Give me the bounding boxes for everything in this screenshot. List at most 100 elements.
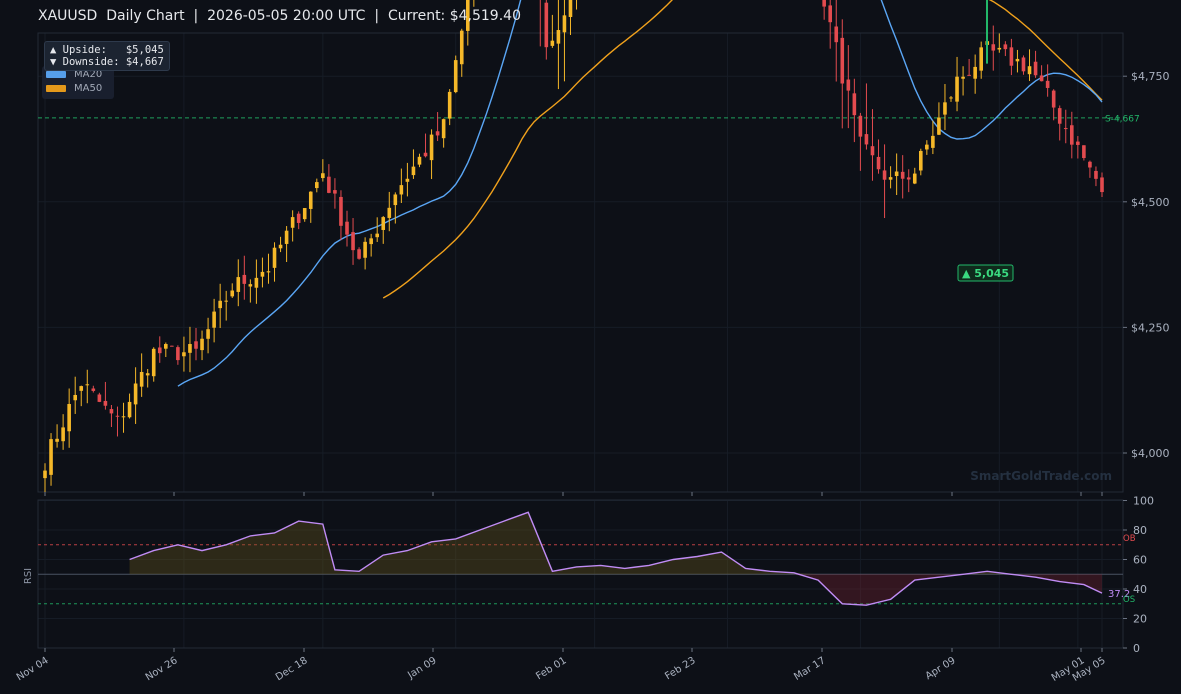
candle-body [1094,170,1098,179]
rsi-y-tick-label: 100 [1133,495,1154,508]
candle-body [961,76,965,79]
candle-body [973,66,977,79]
candle-body [568,0,573,17]
candle-body [846,79,851,91]
candle-body [109,409,114,414]
candle-body [266,271,271,273]
candle-body [858,115,863,137]
candle-body [1039,75,1044,82]
rsi-axis-label: RSI [23,568,34,584]
candle-body [544,2,549,48]
y-tick-label: $4,750 [1131,70,1170,83]
candle-body [363,241,367,258]
candle-body [997,47,1002,50]
candle-body [453,60,458,93]
candle-body [991,44,996,51]
chart-title: XAUUSD Daily Chart | 2026-05-05 20:00 UT… [38,8,521,24]
projection-label: ▲ 5,045 [962,267,1009,280]
candle-body [145,373,150,376]
candle-body [351,232,355,251]
candle-body [188,344,192,353]
candle-body [423,152,428,157]
candle-body [943,102,947,115]
candle-body [176,347,180,361]
candle-body [164,344,168,349]
candle-body [834,26,839,43]
legend-item-ma20: MA20 [46,69,102,81]
candle-body [333,190,337,194]
price-panel-frame [37,32,1124,493]
rsi-line [129,511,1103,606]
candle-body [182,352,186,357]
legend-label-ma50: MA50 [74,83,103,94]
candle-body [822,0,826,7]
candle-body [550,40,555,46]
candle-body [1033,61,1038,76]
candle-body [387,207,392,218]
candle-body [417,156,422,165]
candle-body [230,290,235,297]
candle-body [194,341,198,349]
candle-body [882,170,887,180]
candle-body [399,185,404,195]
candle-body [1070,125,1074,145]
candle-body [49,439,53,475]
candle-body [979,47,983,71]
candle-body [441,119,446,139]
rsi-y-tick-label: 0 [1133,642,1140,655]
candle-body [248,284,253,287]
level-label: S-4,667 [1105,114,1140,124]
candle-body [103,400,108,406]
candle-body [1082,145,1086,159]
projection-badge [957,264,1014,282]
candle-body [206,329,210,339]
candle-body [85,384,90,386]
candle-body [327,176,331,193]
legend: MA20 MA50 [42,66,114,99]
candle-body [91,388,96,391]
legend-swatch-ma20 [46,70,66,78]
candle-body [466,0,470,31]
candle-body [55,438,59,442]
candle-body [127,401,132,418]
candle-body [308,191,313,209]
candle-body [43,470,47,479]
candle-body [302,208,307,220]
rsi-y-tick-label: 60 [1133,554,1147,567]
candle-body [429,134,434,161]
candle-body [864,134,869,145]
candle-body [852,93,857,116]
candle-body [236,277,241,292]
watermark: SmartGoldTrade.com [970,469,1112,483]
candle-body [212,311,216,328]
candle-body [272,247,277,268]
candle-body [260,271,265,277]
candle-body [254,277,259,288]
candle-body [888,177,893,180]
candle-body [435,131,440,136]
rsi-y-tick-label: 80 [1133,524,1147,537]
candle-body [1009,47,1014,66]
candle-body [278,244,283,249]
y-tick-label: $4,000 [1131,447,1170,460]
candle-body [955,76,959,102]
candle-body [1021,57,1026,72]
candle-body [381,217,386,230]
candle-body [900,171,905,179]
legend-item-ma50: MA50 [46,83,102,95]
rsi-y-tick-label: 40 [1133,583,1147,596]
rsi-current-label: 37.2 [1108,589,1130,600]
candle-body [919,150,923,171]
candle-body [67,404,71,432]
candle-layer: ▲ 5,045 [43,0,1104,494]
rsi-os-label: OS [1123,595,1135,605]
rsi-fill-above [129,512,1102,575]
candle-body [1076,141,1080,145]
candle-body [321,173,325,179]
candle-body [912,173,917,184]
candle-body [937,117,941,135]
candle-body [79,386,84,391]
candle-body [931,135,935,148]
candle-body [447,91,452,119]
